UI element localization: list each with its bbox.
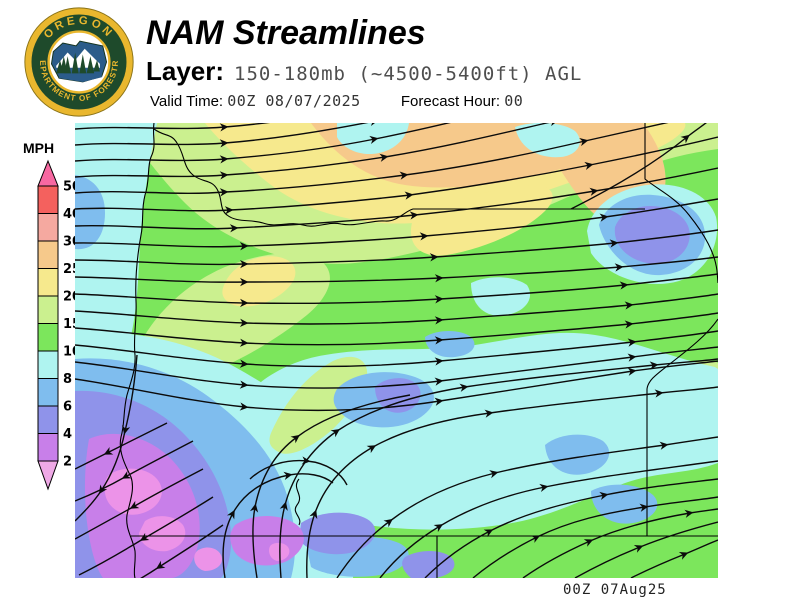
legend-band — [37, 378, 59, 407]
legend-band — [37, 295, 59, 324]
legend-band — [37, 268, 59, 297]
legend-band — [37, 323, 59, 352]
legend-band — [37, 185, 59, 214]
page-title: NAM Streamlines — [146, 14, 426, 52]
legend-band — [37, 433, 59, 462]
legend-arrow-bottom — [37, 460, 59, 491]
legend-arrow-top — [37, 159, 59, 187]
legend-unit-label: MPH — [23, 140, 55, 156]
legend-band — [37, 405, 59, 434]
layer-row: Layer: 150-180mb (~4500-5400ft) AGL — [146, 56, 582, 87]
legend-band — [37, 350, 59, 379]
legend-tick-label: 4 — [63, 427, 72, 442]
map-canvas — [75, 123, 718, 578]
forecast-hour-value: 00 — [504, 92, 524, 110]
layer-label: Layer: — [146, 56, 225, 86]
legend-band — [37, 213, 59, 242]
streamlines — [75, 123, 718, 578]
forecast-hour-label: Forecast Hour: — [400, 93, 501, 110]
map-timestamp: 00Z 07Aug25 — [563, 582, 667, 598]
legend-tick-label: 6 — [63, 400, 72, 415]
valid-time-value: 00Z 08/07/2025 — [227, 92, 361, 110]
layer-value: 150-180mb (~4500-5400ft) AGL — [234, 63, 583, 85]
legend-tick-label: 2 — [63, 455, 72, 470]
streamline-map — [75, 123, 718, 578]
logo-oregon-emblem — [50, 40, 108, 83]
valid-time-label: Valid Time: — [150, 93, 224, 110]
time-row: Valid Time: 00Z 08/07/2025 Forecast Hour… — [150, 92, 523, 110]
legend-tick-label: 8 — [63, 372, 72, 387]
odf-logo: OREGON DEPARTMENT OF FORESTRY — [22, 5, 134, 117]
legend-band — [37, 240, 59, 269]
wind-speed-legend: 50 40 30 25 20 15 10 8 6 4 2 — [30, 158, 100, 499]
